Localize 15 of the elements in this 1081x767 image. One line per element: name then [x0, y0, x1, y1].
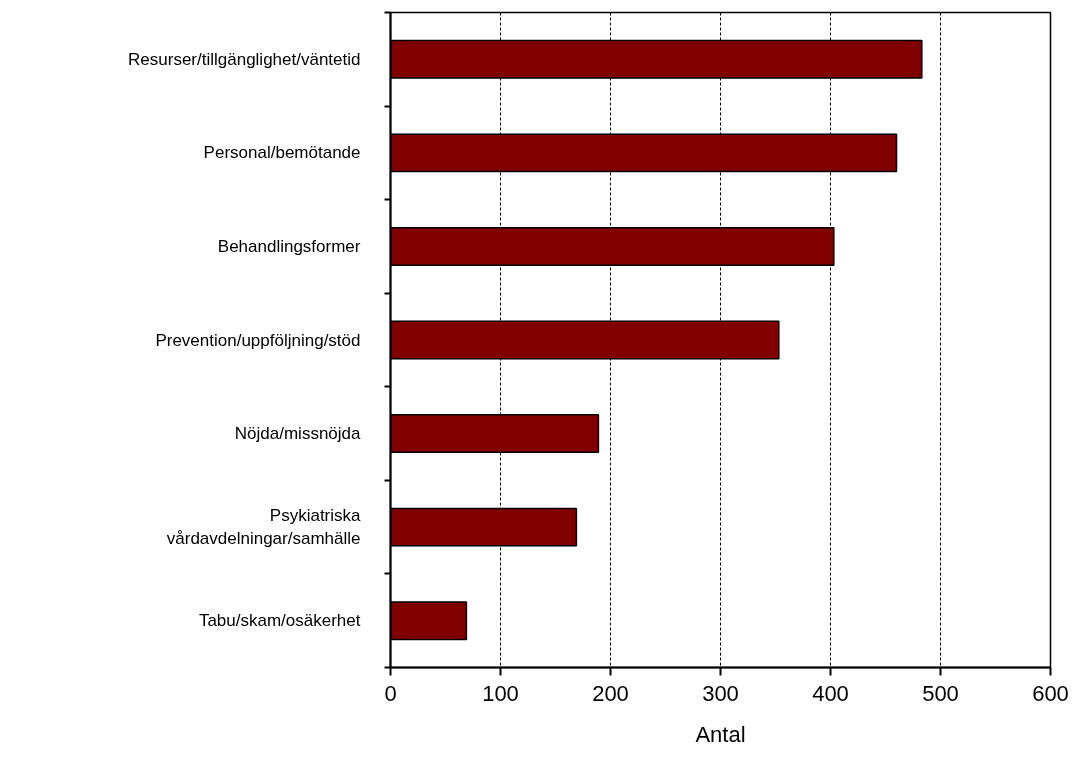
- y-tick-label: Psykiatriska vårdavdelningar/samhälle: [166, 506, 362, 549]
- y-tick-label: Behandlingsformer: [217, 236, 361, 256]
- y-tick-label: Tabu/skam/osäkerhet: [198, 611, 361, 631]
- x-tick-label: 500: [922, 680, 959, 706]
- x-tick-label: 600: [1032, 680, 1069, 706]
- x-tick-label: 200: [592, 680, 629, 706]
- x-tick-label: 0: [384, 680, 397, 706]
- y-tick-label: Resurser/tillgänglighet/väntetid: [128, 49, 361, 69]
- x-tick-label: 400: [812, 680, 849, 706]
- y-tick-label: Personal/bemötande: [203, 143, 361, 163]
- x-tick-label: 100: [482, 680, 519, 706]
- x-axis-title: Antal: [695, 721, 746, 747]
- y-tick-label: Nöjda/missnöjda: [234, 424, 362, 444]
- x-tick-label: 300: [702, 680, 739, 706]
- y-tick-label: Prevention/uppföljning/stöd: [155, 330, 361, 350]
